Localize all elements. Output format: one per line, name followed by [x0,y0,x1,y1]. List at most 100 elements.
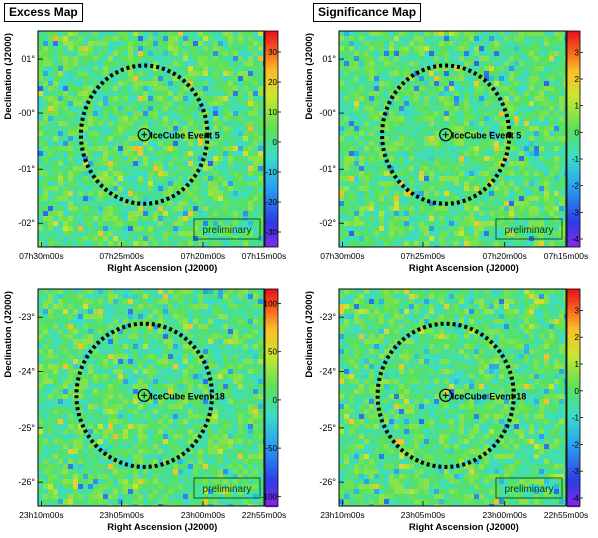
y-tick-label: -25° [18,423,35,433]
x-axis-label: Right Ascension (J2000) [409,522,519,533]
x-tick-label: 23h10m00s [19,510,63,520]
source-label: IceCube Event 5 [452,131,522,141]
plot-frame [338,30,567,248]
x-tick-label: 22h55m00s [242,510,286,520]
colorbar-tick-label: -20 [265,198,277,207]
heatmap-svg: IceCube Event 5 preliminary 3 2 1 0 -1 -2 -3 -4 01… [304,30,588,274]
preliminary-box [193,218,261,240]
x-tick-label: 07h15m00s [242,251,286,261]
y-tick-label: -01° [18,164,35,174]
colorbar-tick-label: 0 [273,396,278,405]
preliminary-label: preliminary [505,225,554,236]
y-axis-label: Declination (J2000) [304,291,315,378]
y-tick-label: -24° [319,366,336,376]
colorbar-tick-label: -1 [572,155,580,164]
source-marker-icon [439,128,453,142]
preliminary-label: preliminary [203,225,252,236]
x-tick-label: 22h55m00s [544,510,588,520]
heatmap-cells [339,289,566,506]
heatmap-svg: IceCube Event 18 preliminary 100 50 0 -50 -100… [3,288,286,533]
x-tick-label: 07h20m00s [482,251,526,261]
preliminary-box [193,477,261,499]
colorbar-tick-label: 30 [268,48,277,57]
plot-frame [338,288,567,507]
x-axis-label: Right Ascension (J2000) [107,522,217,533]
x-tick-label: 23h10m00s [320,510,364,520]
x-tick-label: 23h05m00s [401,510,445,520]
heatmap-cells [339,31,566,247]
x-axis-label: Right Ascension (J2000) [107,263,217,274]
y-tick-label: -23° [319,312,336,322]
colorbar-tick-label: -4 [572,494,580,503]
plot-frame [37,288,265,507]
y-tick-label: -26° [319,477,336,487]
error-region-circle [380,63,512,206]
colorbar-tick-label: 10 [268,108,277,117]
preliminary-label: preliminary [505,484,554,495]
y-tick-label: -01° [319,164,336,174]
colorbar-tick-label: 0 [575,128,580,137]
colorbar-tick-label: 2 [575,333,580,342]
colorbar-tick-label: 100 [264,299,278,308]
source-marker-icon [439,388,453,402]
y-axis-label: Declination (J2000) [304,33,315,120]
colorbar-tick-label: 20 [268,78,277,87]
x-tick-label: 07h30m00s [320,251,364,261]
preliminary-box [495,218,563,240]
error-region-circle [375,321,516,469]
colorbar-tick-label: -100 [261,492,278,501]
y-tick-label: -25° [319,423,336,433]
y-tick-label: 01° [21,54,35,64]
colorbar-tick-label: -2 [572,182,580,191]
colorbar-frame [566,288,581,507]
x-tick-label: 23h05m00s [99,510,143,520]
x-axis-label: Right Ascension (J2000) [409,263,519,274]
x-tick-label: 07h30m00s [19,251,63,261]
x-tick-label: 07h20m00s [181,251,225,261]
y-tick-label: -00° [18,108,35,118]
colorbar-tick-label: 1 [575,360,580,369]
x-tick-label: 23h00m00s [181,510,225,520]
heatmap-svg: IceCube Event 5 preliminary 30 20 10 0 -10 -20 -… [3,30,286,274]
colorbar [265,31,278,248]
colorbar-frame [264,288,279,507]
colorbar-tick-label: -50 [265,444,277,453]
x-tick-label: 23h00m00s [482,510,526,520]
colorbar-tick-label: -3 [572,208,580,217]
y-tick-label: -02° [319,218,336,228]
y-tick-label: -00° [319,108,336,118]
colorbar [567,31,580,248]
heatmap-panel-1: IceCube Event 5 preliminary 30 20 10 0 -10 -20 -… [0,21,299,277]
error-region-circle [78,63,210,206]
source-label: IceCube Event 18 [150,391,225,401]
significance-map-title: Significance Map [313,3,422,22]
source-marker-icon [137,128,151,142]
y-tick-label: -23° [18,312,35,322]
colorbar-tick-label: -3 [572,467,580,476]
error-region-circle [74,321,215,469]
colorbar [265,289,278,508]
colorbar-frame [264,30,279,248]
colorbar-tick-label: 1 [575,102,580,111]
source-marker-icon [137,388,151,402]
heatmap-panel-2: IceCube Event 5 preliminary 3 2 1 0 -1 -2 -3 -4 01… [301,21,598,277]
source-label: IceCube Event 18 [452,391,527,401]
colorbar-tick-label: 3 [575,306,580,315]
preliminary-box [495,477,563,499]
y-axis-label: Declination (J2000) [3,33,14,120]
excess-map-title: Excess Map [4,3,83,22]
x-tick-label: 07h15m00s [544,251,588,261]
colorbar [567,289,580,508]
y-tick-label: -26° [18,477,35,487]
colorbar-tick-label: 0 [575,387,580,396]
colorbar-tick-label: 0 [273,138,278,147]
y-tick-label: -24° [18,366,35,376]
source-label: IceCube Event 5 [150,131,220,141]
colorbar-tick-label: -1 [572,414,580,423]
colorbar-tick-label: -2 [572,440,580,449]
plot-frame [37,30,265,248]
colorbar-frame [566,30,581,248]
y-axis-label: Declination (J2000) [3,291,14,378]
colorbar-tick-label: 50 [268,348,277,357]
heatmap-svg: IceCube Event 18 preliminary 3 2 1 0 -1 -2 -3 -4 -… [304,288,588,533]
